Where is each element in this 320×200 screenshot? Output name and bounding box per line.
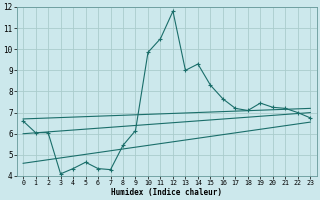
X-axis label: Humidex (Indice chaleur): Humidex (Indice chaleur) bbox=[111, 188, 222, 197]
